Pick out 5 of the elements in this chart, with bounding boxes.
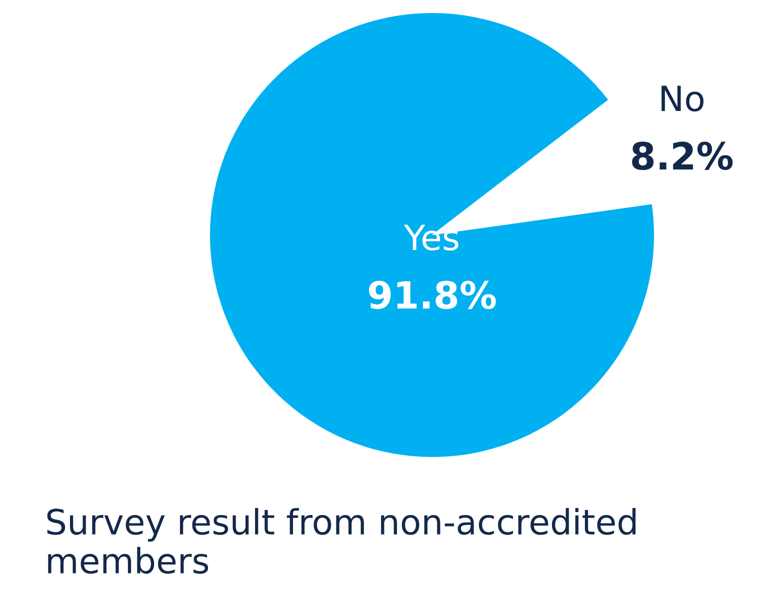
slice-label: No: [662, 86, 704, 112]
data-label: 8.2%: [632, 142, 733, 170]
text: Survey result from non-accredited members: [47, 508, 636, 574]
slice-label: Yes: [404, 224, 458, 251]
data-label: 91.8%: [368, 280, 496, 310]
